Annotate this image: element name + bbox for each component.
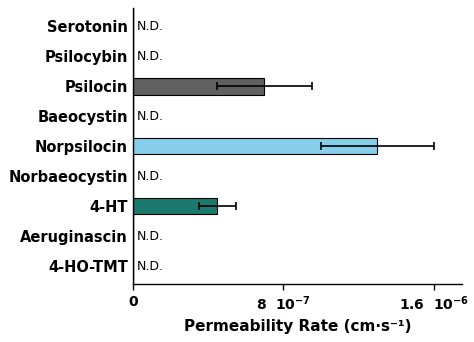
Text: N.D.: N.D. [137,20,164,33]
Text: N.D.: N.D. [137,110,164,123]
Bar [133,138,377,155]
Bar [133,78,264,94]
Text: N.D.: N.D. [137,170,164,183]
Text: N.D.: N.D. [137,50,164,63]
X-axis label: Permeability Rate (cm·s⁻¹): Permeability Rate (cm·s⁻¹) [183,319,411,334]
Bar [133,198,218,214]
Text: N.D.: N.D. [137,260,164,273]
Text: N.D.: N.D. [137,229,164,242]
